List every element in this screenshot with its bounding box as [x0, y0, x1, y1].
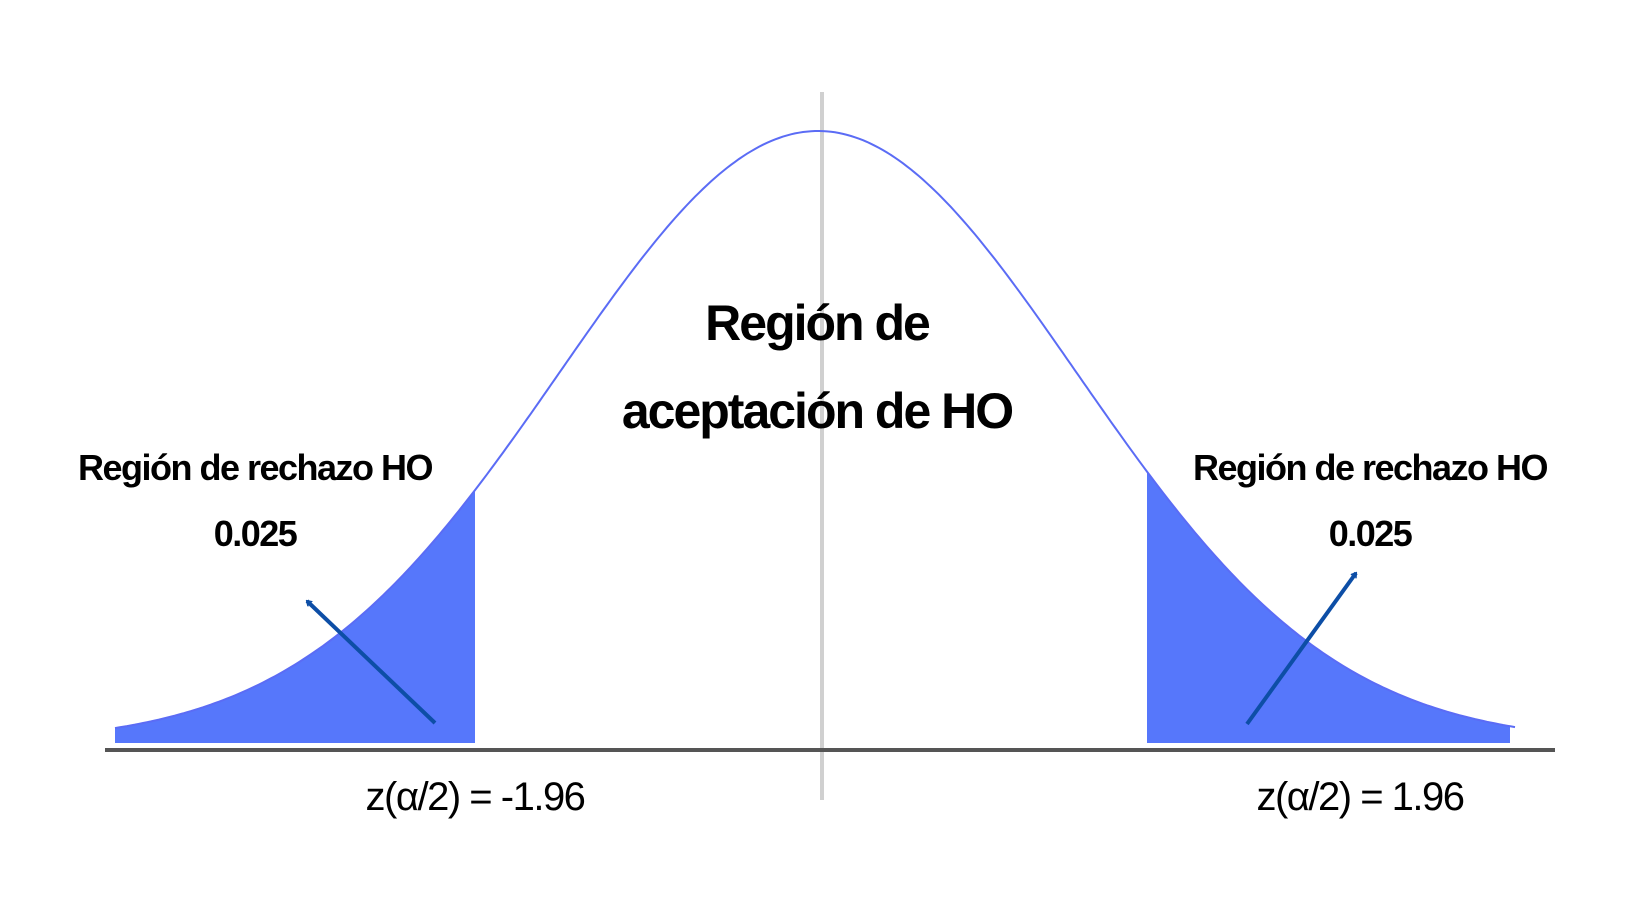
right-rejection-label: Región de rechazo HO [1193, 447, 1548, 488]
normal-curve [114, 130, 1516, 730]
left-arrow [305, 599, 437, 725]
right-arrow [1245, 573, 1358, 726]
left-rejection-region [115, 490, 475, 743]
right-probability: 0.025 [1329, 513, 1413, 554]
left-critical-value: z(α/2) = -1.96 [366, 775, 585, 819]
right-rejection-region [1147, 471, 1510, 743]
acceptance-region-line1: Región de [705, 295, 930, 351]
left-probability: 0.025 [214, 513, 298, 554]
right-critical-value: z(α/2) = 1.96 [1256, 775, 1463, 819]
acceptance-region-line2: aceptación de HO [622, 383, 1012, 439]
left-rejection-label: Región de rechazo HO [78, 447, 433, 488]
